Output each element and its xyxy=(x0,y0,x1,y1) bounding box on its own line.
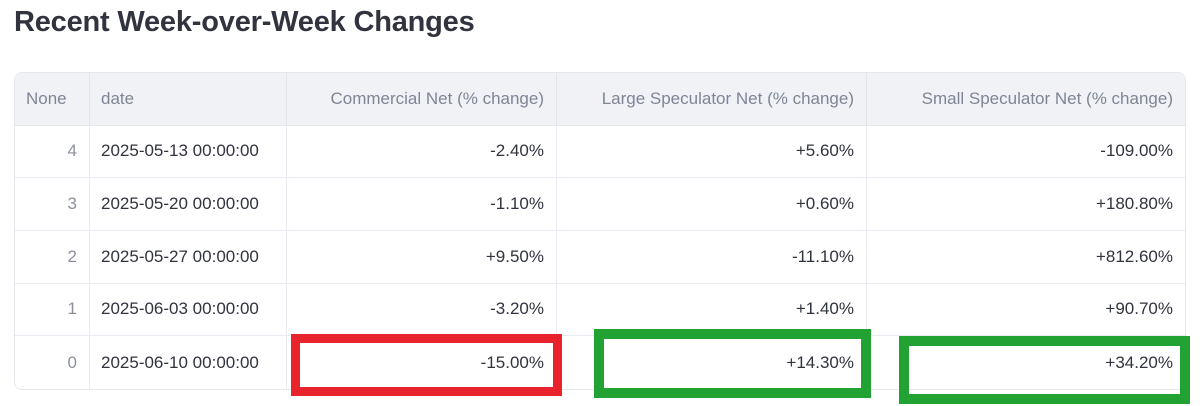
column-header-large-speculator-net[interactable]: Large Speculator Net (% change) xyxy=(557,73,867,126)
column-header-commercial-net[interactable]: Commercial Net (% change) xyxy=(287,73,557,126)
date-cell[interactable]: 2025-05-27 00:00:00 xyxy=(90,231,287,284)
column-header-small-speculator-net[interactable]: Small Speculator Net (% change) xyxy=(867,73,1185,126)
large-speculator-net-cell[interactable]: +1.40% xyxy=(557,283,867,337)
small-speculator-net-cell[interactable]: +180.80% xyxy=(867,178,1185,231)
small-speculator-net-cell[interactable]: +90.70% xyxy=(867,284,1185,337)
date-cell[interactable]: 2025-06-10 00:00:00 xyxy=(90,336,287,389)
row-index-cell[interactable]: 2 xyxy=(15,231,90,284)
page-title: Recent Week-over-Week Changes xyxy=(14,6,475,38)
row-index-cell[interactable]: 1 xyxy=(15,283,90,337)
latest-small-speculator-net-cell[interactable]: +34.20% xyxy=(1105,352,1173,372)
row-index-cell[interactable]: 3 xyxy=(15,178,90,231)
column-header-index[interactable]: None xyxy=(15,73,90,126)
commercial-net-cell[interactable]: -3.20% xyxy=(287,283,557,337)
column-header-date[interactable]: date xyxy=(90,73,287,126)
commercial-net-cell[interactable]: +9.50% xyxy=(287,231,557,284)
row-index-cell[interactable]: 0 xyxy=(15,336,90,389)
large-speculator-net-cell[interactable]: +0.60% xyxy=(557,178,867,231)
week-over-week-changes-table[interactable]: None date Commercial Net (% change) Larg… xyxy=(14,72,1186,390)
small-speculator-net-cell[interactable]: -109.00% xyxy=(867,126,1185,179)
date-cell[interactable]: 2025-05-20 00:00:00 xyxy=(90,178,287,231)
small-speculator-net-cell[interactable]: +812.60% xyxy=(867,231,1185,284)
large-speculator-net-cell[interactable]: +5.60% xyxy=(557,125,867,179)
date-cell[interactable]: 2025-05-13 00:00:00 xyxy=(90,125,287,179)
latest-large-speculator-net-cell[interactable]: +14.30% xyxy=(557,336,867,389)
commercial-net-cell[interactable]: -2.40% xyxy=(287,125,557,179)
row-index-cell[interactable]: 4 xyxy=(15,125,90,179)
date-cell[interactable]: 2025-06-03 00:00:00 xyxy=(90,283,287,337)
large-speculator-net-cell[interactable]: -11.10% xyxy=(557,231,867,284)
commercial-net-cell[interactable]: -1.10% xyxy=(287,178,557,231)
latest-commercial-net-cell[interactable]: -15.00% xyxy=(287,336,557,389)
